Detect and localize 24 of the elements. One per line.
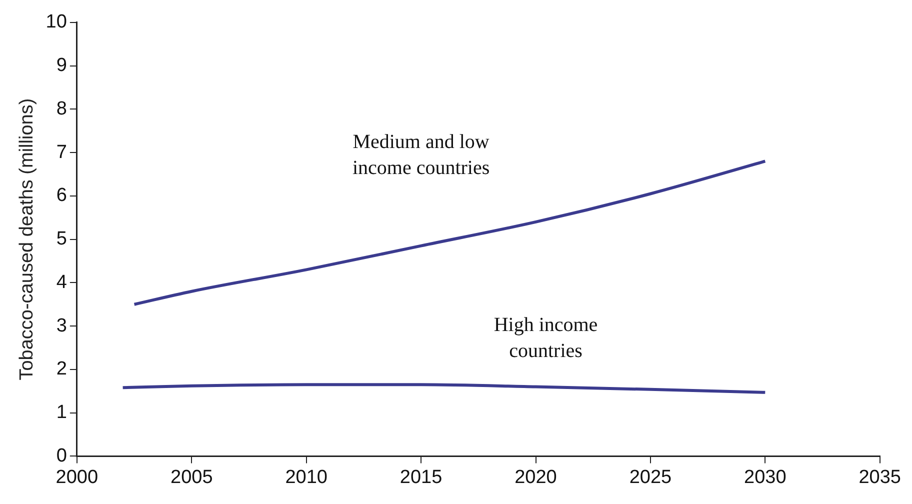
y-tick-label: 4 [56,272,68,293]
y-axis-title: Tobacco-caused deaths (millions) [16,98,38,380]
x-tick-label: 2030 [744,466,786,488]
series-label: High income countries [494,314,598,362]
x-tick-label: 2010 [285,466,328,488]
y-tick-label: 7 [56,142,67,163]
x-tick-label: 2025 [629,466,672,488]
y-tick-label: 5 [56,228,67,250]
y-tick-label: 6 [56,185,67,206]
y-tick-label: 2 [56,358,67,380]
x-tick-label: 2035 [858,466,902,488]
y-tick-label: 10 [46,12,67,33]
y-tick-label: 8 [56,98,67,120]
line-series [121,383,767,394]
y-tick-label: 1 [56,402,67,424]
x-tick-label: 2000 [56,466,98,488]
y-tick-label: 3 [56,315,67,336]
x-tick-label: 2020 [514,466,557,488]
line-series [132,160,767,306]
x-tick-label: 2005 [170,466,213,488]
y-tick-label: 0 [56,445,67,466]
y-tick-label: 9 [56,55,67,76]
text: Medium and low income countries [352,131,490,180]
x-tick-label: 2015 [400,466,442,488]
